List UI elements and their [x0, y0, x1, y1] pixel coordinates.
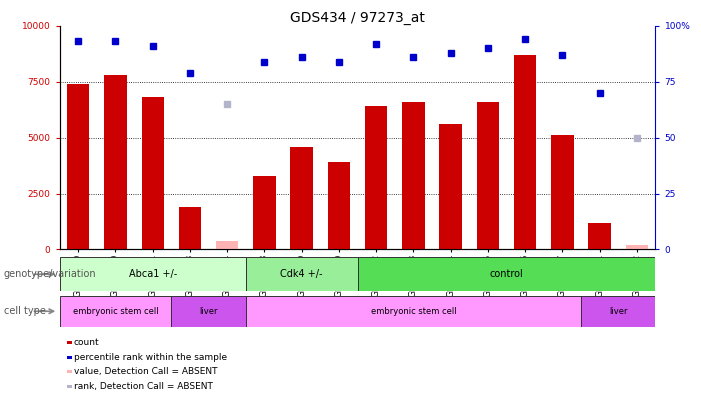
Text: genotype/variation: genotype/variation: [4, 269, 96, 279]
Bar: [171, 296, 246, 327]
Bar: [365, 106, 387, 249]
Bar: [551, 135, 573, 249]
Bar: [328, 162, 350, 249]
Text: control: control: [489, 269, 524, 279]
Text: embryonic stem cell: embryonic stem cell: [73, 307, 158, 316]
Title: GDS434 / 97273_at: GDS434 / 97273_at: [290, 11, 425, 25]
Text: rank, Detection Call = ABSENT: rank, Detection Call = ABSENT: [74, 382, 213, 391]
Bar: [588, 223, 611, 249]
Text: percentile rank within the sample: percentile rank within the sample: [74, 353, 227, 362]
Bar: [246, 296, 581, 327]
Text: Cdk4 +/-: Cdk4 +/-: [280, 269, 323, 279]
Bar: [626, 245, 648, 249]
Bar: [290, 147, 313, 249]
Text: liver: liver: [199, 307, 218, 316]
Bar: [67, 84, 90, 249]
Bar: [216, 240, 238, 249]
Bar: [60, 257, 246, 291]
Bar: [104, 75, 127, 249]
Bar: [440, 124, 462, 249]
Bar: [253, 176, 275, 249]
Text: embryonic stem cell: embryonic stem cell: [371, 307, 456, 316]
Bar: [60, 296, 171, 327]
Bar: [514, 55, 536, 249]
Bar: [142, 97, 164, 249]
Text: cell type: cell type: [4, 306, 46, 316]
Bar: [246, 257, 358, 291]
Bar: [477, 102, 499, 249]
Bar: [179, 207, 201, 249]
Bar: [358, 257, 655, 291]
Text: liver: liver: [609, 307, 627, 316]
Bar: [402, 102, 425, 249]
Text: count: count: [74, 338, 100, 347]
Text: value, Detection Call = ABSENT: value, Detection Call = ABSENT: [74, 367, 217, 376]
Bar: [581, 296, 655, 327]
Text: Abca1 +/-: Abca1 +/-: [128, 269, 177, 279]
